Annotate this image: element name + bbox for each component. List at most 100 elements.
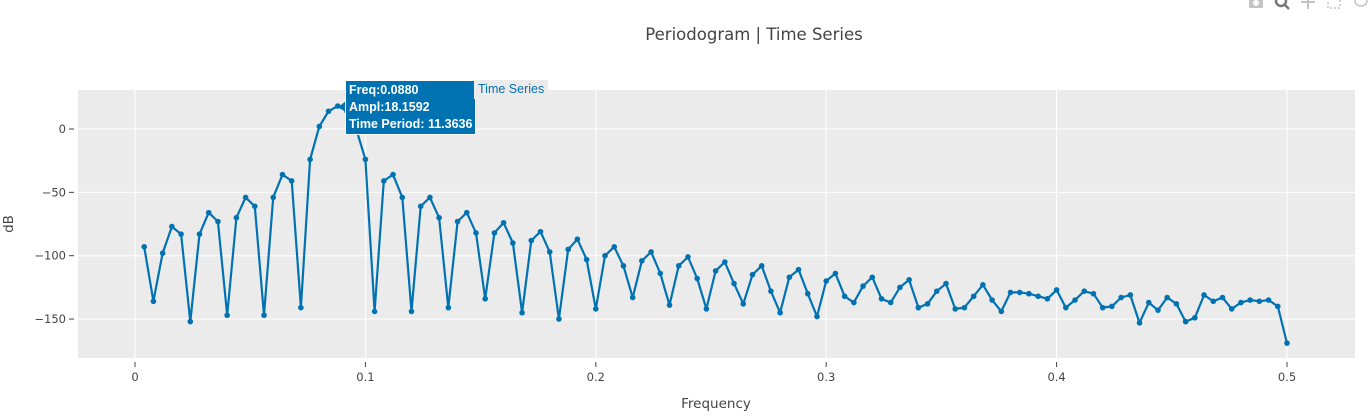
data-point[interactable] (795, 266, 802, 273)
data-point[interactable] (611, 244, 618, 250)
data-point[interactable] (316, 123, 323, 130)
data-point[interactable] (445, 304, 452, 311)
data-point[interactable] (408, 308, 415, 315)
data-point[interactable] (666, 302, 673, 308)
data-point[interactable] (463, 209, 470, 216)
data-point[interactable] (307, 156, 313, 163)
data-point[interactable] (851, 299, 857, 306)
data-point[interactable] (1099, 304, 1106, 311)
data-point[interactable] (943, 280, 949, 287)
data-point[interactable] (583, 256, 590, 263)
data-point[interactable] (1173, 301, 1180, 307)
plot-area[interactable] (78, 90, 1355, 358)
data-point[interactable] (952, 306, 959, 312)
data-point[interactable] (473, 230, 479, 236)
data-point[interactable] (141, 244, 148, 250)
data-point[interactable] (629, 294, 636, 301)
data-point[interactable] (454, 218, 461, 225)
data-point[interactable] (786, 274, 793, 281)
data-point[interactable] (510, 240, 516, 246)
data-point[interactable] (639, 257, 645, 264)
data-point[interactable] (1053, 287, 1060, 293)
data-point[interactable] (187, 318, 194, 325)
zoom-icon[interactable] (1274, 0, 1290, 10)
data-point[interactable] (1265, 297, 1272, 303)
data-point[interactable] (860, 283, 866, 289)
data-point[interactable] (648, 249, 654, 255)
data-point[interactable] (712, 268, 719, 274)
data-point[interactable] (869, 274, 876, 281)
data-point[interactable] (1063, 304, 1069, 311)
data-point[interactable] (1284, 340, 1290, 346)
data-point[interactable] (1136, 320, 1143, 326)
data-point[interactable] (1090, 290, 1097, 297)
data-point[interactable] (1164, 294, 1170, 301)
data-point[interactable] (740, 301, 747, 307)
data-point[interactable] (593, 306, 599, 312)
data-point[interactable] (215, 218, 221, 225)
data-point[interactable] (1238, 299, 1244, 306)
data-point[interactable] (242, 194, 249, 201)
data-point[interactable] (334, 103, 341, 109)
data-point[interactable] (694, 275, 700, 282)
data-point[interactable] (804, 290, 811, 297)
data-point[interactable] (233, 214, 240, 221)
data-point[interactable] (261, 312, 267, 319)
data-point[interactable] (528, 237, 535, 244)
data-point[interactable] (1109, 303, 1115, 310)
data-point[interactable] (390, 171, 396, 178)
data-point[interactable] (150, 298, 157, 305)
data-point[interactable] (1201, 292, 1207, 298)
data-point[interactable] (620, 263, 627, 269)
data-point[interactable] (519, 309, 525, 316)
data-point[interactable] (252, 203, 258, 210)
data-point[interactable] (224, 312, 230, 319)
data-point[interactable] (1274, 303, 1281, 310)
data-point[interactable] (602, 252, 608, 259)
data-point[interactable] (1127, 292, 1134, 298)
data-point[interactable] (1247, 297, 1253, 303)
data-point[interactable] (427, 194, 433, 201)
data-point[interactable] (491, 230, 498, 236)
data-point[interactable] (887, 299, 894, 306)
data-point[interactable] (178, 231, 184, 237)
data-point[interactable] (685, 254, 691, 260)
data-point[interactable] (722, 259, 728, 265)
data-point[interactable] (270, 194, 277, 201)
data-point[interactable] (371, 308, 378, 315)
data-point[interactable] (749, 271, 756, 278)
pan-icon[interactable] (1300, 0, 1316, 10)
data-point[interactable] (933, 288, 940, 294)
data-point[interactable] (1007, 289, 1014, 296)
data-point[interactable] (998, 308, 1005, 315)
data-point[interactable] (1026, 290, 1032, 297)
data-point[interactable] (196, 231, 203, 237)
data-point[interactable] (768, 288, 774, 294)
data-point[interactable] (381, 178, 387, 184)
data-point[interactable] (279, 171, 286, 178)
data-point[interactable] (814, 313, 820, 320)
data-point[interactable] (1145, 299, 1152, 306)
data-point[interactable] (169, 223, 175, 230)
lasso-select-icon[interactable] (1352, 0, 1368, 10)
data-point[interactable] (878, 295, 885, 302)
data-point[interactable] (436, 214, 442, 221)
data-point[interactable] (924, 301, 931, 307)
data-point[interactable] (565, 246, 571, 253)
data-point[interactable] (1228, 306, 1235, 312)
data-point[interactable] (1155, 307, 1161, 313)
data-point[interactable] (961, 304, 968, 311)
data-point[interactable] (1118, 294, 1124, 301)
box-select-icon[interactable] (1326, 0, 1342, 10)
series-markers[interactable] (141, 103, 1290, 346)
data-point[interactable] (980, 282, 986, 288)
data-point[interactable] (777, 309, 783, 316)
data-point[interactable] (325, 108, 332, 115)
data-point[interactable] (298, 304, 304, 311)
data-point[interactable] (500, 219, 507, 226)
data-point[interactable] (1210, 298, 1217, 305)
data-point[interactable] (417, 203, 424, 210)
data-point[interactable] (482, 295, 489, 302)
data-point[interactable] (841, 293, 848, 300)
data-point[interactable] (1182, 318, 1189, 325)
